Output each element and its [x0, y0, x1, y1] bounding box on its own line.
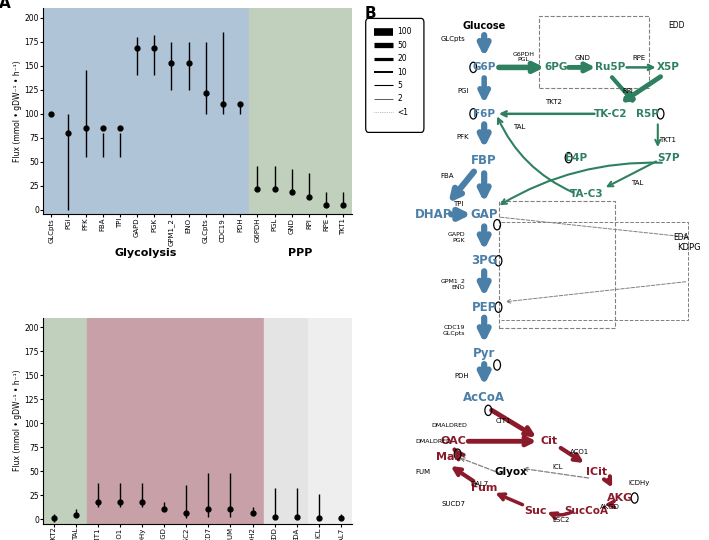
Text: DAL7: DAL7 — [470, 481, 489, 487]
Text: GAP: GAP — [471, 208, 498, 221]
Text: DHAP: DHAP — [415, 208, 452, 221]
Text: A: A — [0, 0, 11, 11]
Text: 6PG: 6PG — [544, 63, 567, 72]
Text: Pyr: Pyr — [473, 347, 496, 360]
Text: Glyox: Glyox — [495, 467, 527, 477]
Text: R5P: R5P — [636, 109, 659, 119]
Text: FBP: FBP — [471, 154, 497, 167]
Text: 100: 100 — [397, 28, 412, 36]
Text: 10: 10 — [397, 68, 407, 77]
Text: CIT1: CIT1 — [495, 417, 510, 424]
Text: SucCoA: SucCoA — [564, 506, 608, 516]
Text: EDA: EDA — [674, 233, 689, 242]
Text: GPM1_2
ENO: GPM1_2 ENO — [440, 278, 465, 290]
Text: GND: GND — [575, 55, 591, 61]
Text: B: B — [365, 5, 376, 21]
Text: GLCpts: GLCpts — [441, 36, 465, 42]
Text: X5P: X5P — [657, 63, 679, 72]
Text: Glucose: Glucose — [462, 21, 506, 31]
Text: Glycolysis: Glycolysis — [115, 248, 177, 258]
Text: RPI: RPI — [622, 87, 633, 93]
Text: E4P: E4P — [565, 153, 587, 163]
Text: 5: 5 — [397, 81, 402, 90]
Text: Cit: Cit — [540, 436, 557, 446]
Text: EDD: EDD — [669, 21, 685, 30]
Text: Suc: Suc — [524, 506, 547, 516]
Text: ACO1: ACO1 — [570, 449, 589, 455]
Text: PDH: PDH — [454, 373, 469, 379]
Text: LSC2: LSC2 — [552, 517, 569, 523]
Text: RPE: RPE — [632, 55, 646, 61]
Text: FUM: FUM — [415, 469, 430, 475]
Text: TPI: TPI — [454, 201, 464, 207]
Text: ICit: ICit — [586, 467, 607, 477]
Text: 2: 2 — [397, 94, 402, 103]
Y-axis label: Flux (mmol • gDW⁻¹ • h⁻¹): Flux (mmol • gDW⁻¹ • h⁻¹) — [13, 370, 22, 471]
Text: FBA: FBA — [440, 173, 454, 179]
Text: SUCD7: SUCD7 — [442, 502, 465, 508]
Text: AKG: AKG — [607, 493, 633, 503]
Bar — [43, 318, 86, 524]
Text: 3PG: 3PG — [471, 254, 498, 267]
Text: PFK: PFK — [456, 134, 469, 140]
Text: AcCoA: AcCoA — [463, 391, 506, 404]
Text: TKT1: TKT1 — [659, 137, 676, 143]
Text: PPP: PPP — [289, 248, 313, 258]
Text: S7P: S7P — [657, 153, 679, 163]
Text: TK-C2: TK-C2 — [593, 109, 627, 119]
FancyBboxPatch shape — [366, 18, 424, 132]
Text: G6P: G6P — [472, 63, 496, 72]
Bar — [43, 8, 249, 214]
Text: ICL: ICL — [552, 464, 563, 470]
Text: CDC19
GLCpts: CDC19 GLCpts — [443, 325, 465, 336]
Text: 50: 50 — [397, 40, 407, 50]
Text: KDPG: KDPG — [676, 244, 700, 252]
Text: Mal: Mal — [435, 452, 458, 462]
Text: DMALDRED: DMALDRED — [431, 423, 467, 428]
Text: DMALDRED: DMALDRED — [415, 439, 451, 444]
Bar — [308, 318, 352, 524]
Bar — [264, 318, 308, 524]
Text: 20: 20 — [397, 54, 407, 63]
Text: PGI: PGI — [457, 87, 469, 93]
Text: F6P: F6P — [473, 109, 495, 119]
Text: OAC: OAC — [440, 436, 467, 446]
Y-axis label: Flux (mmol • gDW⁻¹ • h⁻¹): Flux (mmol • gDW⁻¹ • h⁻¹) — [13, 60, 22, 162]
Bar — [86, 318, 264, 524]
Bar — [249, 8, 352, 214]
Text: TA-C3: TA-C3 — [569, 189, 603, 199]
Text: <1: <1 — [397, 108, 408, 117]
Text: TKT2: TKT2 — [545, 99, 562, 105]
Text: Ru5P: Ru5P — [595, 63, 625, 72]
Text: G6PDH
PGL: G6PDH PGL — [513, 52, 535, 63]
Text: GAPD
PGK: GAPD PGK — [448, 232, 465, 243]
Text: TAL: TAL — [513, 124, 525, 130]
Text: PEP: PEP — [471, 301, 497, 314]
Text: ICDHy: ICDHy — [629, 480, 650, 485]
Text: Fum: Fum — [471, 483, 497, 492]
Text: AKGD: AKGD — [601, 504, 620, 510]
Text: TAL: TAL — [631, 180, 644, 186]
